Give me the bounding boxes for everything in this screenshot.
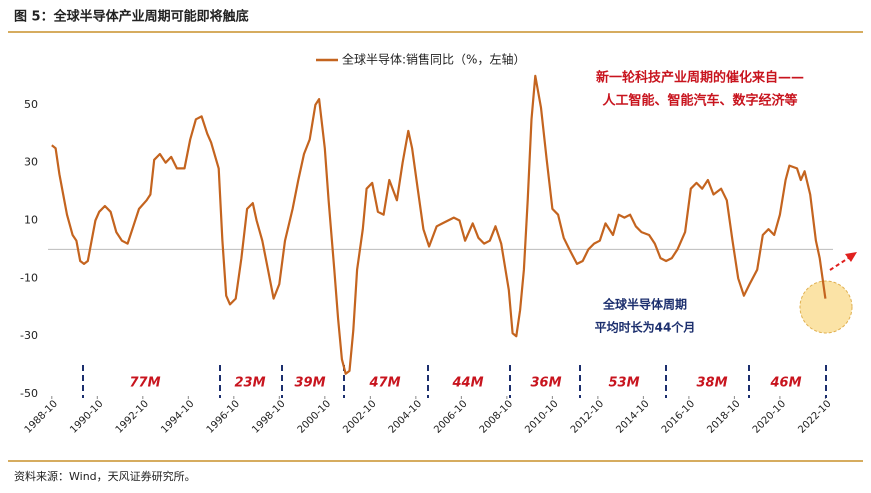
y-tick-label: 50 bbox=[24, 98, 38, 111]
x-tick-label: 2018-10 bbox=[705, 398, 742, 435]
chart-title: 图 5：全球半导体产业周期可能即将触底 bbox=[14, 9, 249, 25]
annotation: 全球半导体周期 bbox=[602, 297, 687, 312]
annotation: 平均时长为44个月 bbox=[595, 320, 696, 335]
x-tick-label: 2004-10 bbox=[387, 398, 424, 435]
x-tick-label: 1996-10 bbox=[205, 398, 242, 435]
x-tick-label: 2002-10 bbox=[341, 398, 378, 435]
y-tick-label: -50 bbox=[20, 387, 38, 400]
x-tick-label: 1998-10 bbox=[250, 398, 287, 435]
cycle-label: 36M bbox=[530, 376, 561, 391]
cycle-label: 39M bbox=[294, 376, 325, 391]
x-tick-label: 2016-10 bbox=[660, 398, 697, 435]
x-tick-label: 1992-10 bbox=[114, 398, 151, 435]
cycle-label: 46M bbox=[769, 376, 801, 391]
legend-label: 全球半导体:销售同比（%，左轴） bbox=[342, 52, 525, 67]
y-tick-label: -10 bbox=[20, 271, 38, 284]
x-tick-label: 2022-10 bbox=[796, 398, 833, 435]
x-tick-label: 2000-10 bbox=[296, 398, 333, 435]
x-tick-label: 2006-10 bbox=[432, 398, 469, 435]
annotation: 人工智能、智能汽车、数字经济等 bbox=[602, 93, 797, 109]
x-tick-label: 2020-10 bbox=[751, 398, 788, 435]
x-tick-label: 2014-10 bbox=[614, 398, 651, 435]
x-tick-label: 2012-10 bbox=[569, 398, 606, 435]
cycle-label: 77M bbox=[129, 376, 160, 391]
cycle-label: 23M bbox=[234, 376, 265, 391]
x-tick-label: 1988-10 bbox=[23, 398, 60, 435]
y-tick-label: -30 bbox=[20, 329, 38, 342]
cycle-label: 38M bbox=[696, 376, 727, 391]
y-tick-label: 10 bbox=[24, 214, 38, 227]
y-tick-label: 30 bbox=[24, 156, 38, 169]
x-tick-label: 1994-10 bbox=[159, 398, 196, 435]
annotation: 新一轮科技产业周期的催化来自—— bbox=[596, 70, 804, 86]
cycle-label: 47M bbox=[368, 376, 400, 391]
cycle-label: 44M bbox=[451, 376, 483, 391]
arrow bbox=[829, 256, 851, 271]
series-line bbox=[51, 74, 827, 375]
x-tick-label: 2008-10 bbox=[478, 398, 515, 435]
arrow-head bbox=[845, 252, 857, 262]
cycle-label: 53M bbox=[608, 376, 639, 391]
x-tick-label: 1990-10 bbox=[68, 398, 105, 435]
x-tick-label: 2010-10 bbox=[523, 398, 560, 435]
source: 资料来源：Wind，天风证券研究所。 bbox=[14, 469, 196, 483]
highlight-circle bbox=[799, 280, 853, 334]
